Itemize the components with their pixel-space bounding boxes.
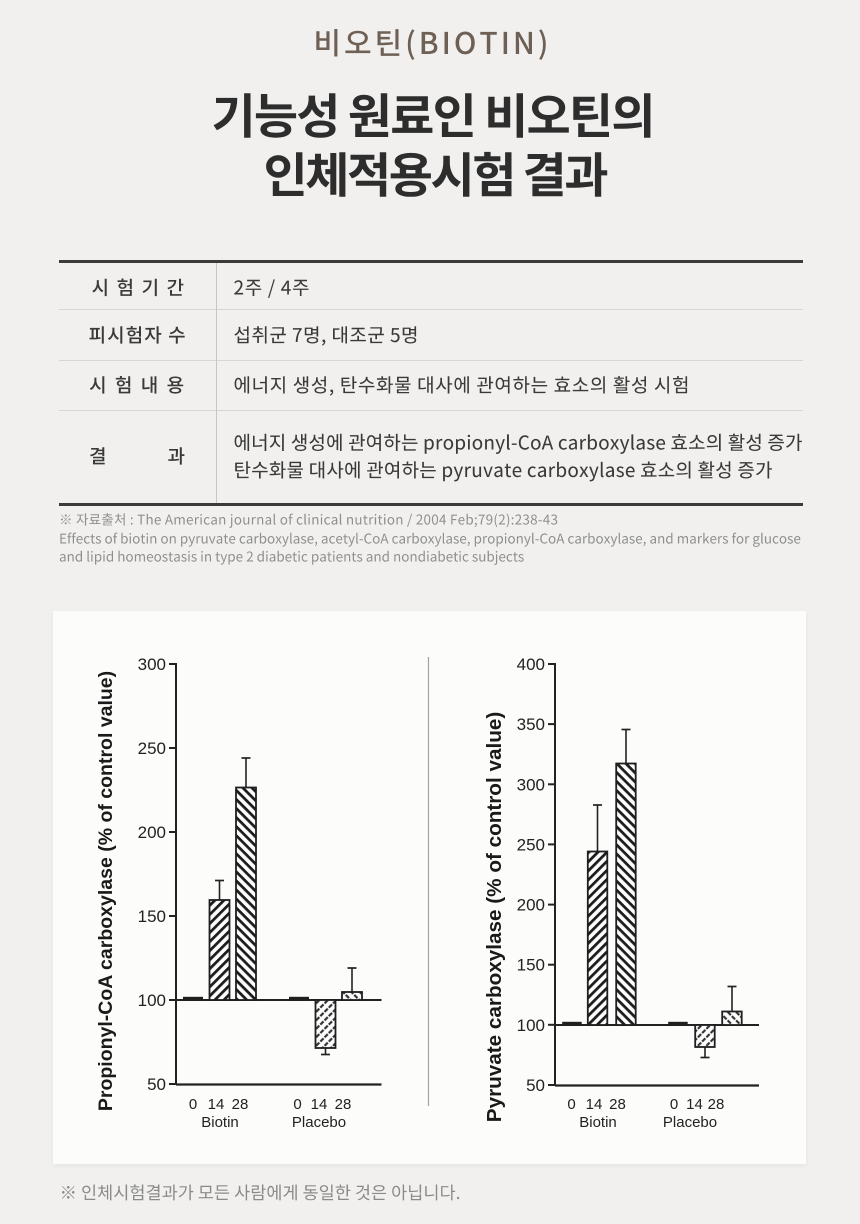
svg-text:400: 400	[517, 655, 545, 674]
svg-text:300: 300	[138, 655, 166, 674]
svg-text:350: 350	[517, 715, 545, 734]
svg-text:0: 0	[293, 1096, 301, 1113]
svg-text:150: 150	[517, 956, 545, 975]
svg-text:200: 200	[517, 896, 545, 915]
svg-text:0: 0	[189, 1096, 197, 1113]
svg-text:Biotin: Biotin	[201, 1114, 239, 1131]
svg-text:28: 28	[609, 1096, 626, 1113]
svg-text:14: 14	[686, 1096, 703, 1113]
svg-text:250: 250	[517, 835, 545, 854]
svg-text:150: 150	[138, 907, 166, 926]
svg-text:Placebo: Placebo	[663, 1114, 717, 1131]
svg-text:200: 200	[138, 823, 166, 842]
svg-text:50: 50	[147, 1075, 166, 1094]
svg-text:0: 0	[567, 1096, 575, 1113]
svg-text:28: 28	[232, 1096, 249, 1113]
svg-text:50: 50	[526, 1076, 545, 1095]
svg-text:Pyruvate carboxylase (% of con: Pyruvate carboxylase (% of control value…	[483, 712, 506, 1122]
svg-text:28: 28	[708, 1096, 725, 1113]
svg-text:14: 14	[311, 1096, 328, 1113]
svg-text:0: 0	[670, 1096, 678, 1113]
svg-text:Propionyl-CoA carboxylase (% o: Propionyl-CoA carboxylase (% of control …	[95, 671, 117, 1111]
svg-text:300: 300	[517, 775, 545, 794]
svg-text:Placebo: Placebo	[292, 1114, 346, 1131]
svg-text:100: 100	[517, 1016, 545, 1035]
svg-text:14: 14	[586, 1096, 603, 1113]
svg-text:250: 250	[138, 739, 166, 758]
svg-text:Biotin: Biotin	[579, 1114, 617, 1131]
svg-text:100: 100	[138, 991, 166, 1010]
svg-text:28: 28	[335, 1096, 352, 1113]
svg-text:14: 14	[208, 1096, 225, 1113]
